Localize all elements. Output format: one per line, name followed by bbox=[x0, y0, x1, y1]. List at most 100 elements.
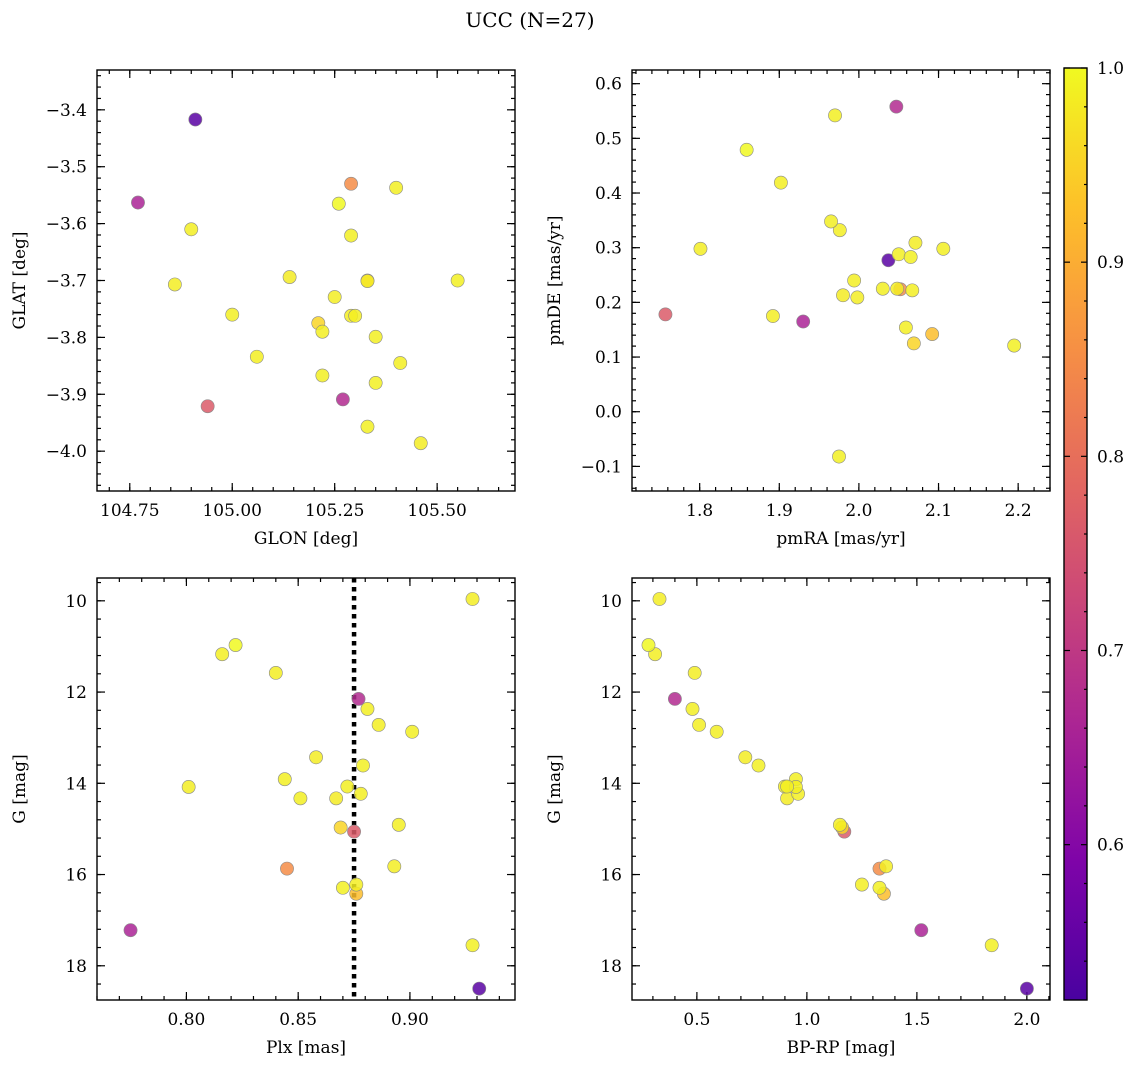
x-tick-label: 2.1 bbox=[925, 501, 952, 521]
x-tick-label: 0.5 bbox=[683, 1010, 710, 1030]
data-point bbox=[405, 724, 420, 739]
y-tick-label: 0.6 bbox=[595, 75, 622, 95]
x-tick-label: 105.50 bbox=[407, 501, 466, 521]
data-point bbox=[875, 281, 890, 296]
data-point bbox=[709, 724, 724, 739]
x-tick-label: 104.75 bbox=[100, 501, 159, 521]
data-point bbox=[329, 791, 344, 806]
data-point bbox=[925, 327, 940, 341]
data-point bbox=[215, 647, 230, 662]
panel-parallax-magnitude: 0.80 0.85 0.90 10 12 14 16 18 Plx [mas] G [mag] bbox=[10, 577, 516, 1058]
data-point bbox=[333, 820, 348, 835]
data-point bbox=[249, 349, 264, 364]
data-point bbox=[347, 824, 361, 839]
data-point bbox=[368, 376, 383, 390]
data-point bbox=[356, 758, 370, 773]
panel-proper-motion: 1.8 1.9 2.0 2.1 2.2 −0.1 0.0 0.1 0.2 0.3 0.4 0.5 0.6… bbox=[545, 69, 1051, 549]
data-point bbox=[693, 241, 708, 256]
data-point bbox=[891, 247, 906, 262]
data-point bbox=[181, 780, 196, 794]
data-point bbox=[936, 241, 951, 256]
x-tick-label: 1.5 bbox=[903, 1010, 930, 1030]
y-tick-label: 14 bbox=[65, 774, 87, 794]
x-tick-label: 0.80 bbox=[167, 1010, 205, 1030]
data-point bbox=[847, 273, 862, 288]
y-tick-label: 0.3 bbox=[595, 239, 622, 259]
data-point bbox=[282, 270, 297, 284]
x-axis-label: pmRA [mas/yr] bbox=[776, 529, 905, 549]
colorbar-tick-label: 1.0 bbox=[1097, 59, 1124, 79]
data-point bbox=[351, 691, 366, 706]
x-tick-label: 0.85 bbox=[279, 1010, 317, 1030]
data-point bbox=[184, 222, 199, 237]
data-point bbox=[393, 356, 408, 370]
data-point bbox=[315, 368, 330, 383]
data-point bbox=[465, 592, 480, 606]
y-tick-label: 16 bbox=[65, 866, 87, 886]
data-point bbox=[368, 329, 383, 344]
axes-frame bbox=[631, 69, 1051, 492]
data-point bbox=[167, 277, 182, 292]
data-point bbox=[796, 314, 811, 329]
data-point bbox=[353, 786, 368, 801]
y-tick-label: 10 bbox=[65, 592, 87, 612]
colorbar-gradient bbox=[1063, 67, 1088, 1001]
data-point bbox=[1007, 338, 1022, 353]
x-axis-label: GLON [deg] bbox=[254, 529, 358, 549]
data-point bbox=[898, 320, 913, 335]
panels: 104.75 105.00 105.25 105.50 −3.4 −3.5 −3.6 −3.7… bbox=[10, 69, 1051, 1058]
data-point bbox=[687, 665, 702, 680]
figure-title: UCC (N=27) bbox=[465, 8, 594, 32]
colorbar-tick-label: 0.8 bbox=[1097, 447, 1124, 467]
x-axis-label: Plx [mas] bbox=[266, 1038, 346, 1058]
y-tick-label: 0.1 bbox=[595, 348, 622, 368]
data-point bbox=[751, 758, 766, 773]
data-point bbox=[268, 665, 283, 680]
data-point bbox=[309, 750, 323, 765]
y-tick-label: 0.5 bbox=[595, 129, 622, 149]
data-point bbox=[1020, 981, 1034, 996]
colorbar-tick-label: 0.7 bbox=[1097, 642, 1124, 662]
y-axis-label: G [mag] bbox=[10, 754, 30, 823]
colorbar-tick-label: 0.9 bbox=[1097, 253, 1124, 273]
data-point bbox=[465, 938, 480, 953]
x-tick-label: 2.2 bbox=[1005, 501, 1032, 521]
data-point bbox=[903, 250, 918, 264]
data-point bbox=[780, 779, 794, 794]
y-tick-label: 0.2 bbox=[595, 293, 622, 313]
x-tick-label: 0.90 bbox=[391, 1010, 429, 1030]
x-tick-label: 2.0 bbox=[845, 501, 872, 521]
data-point bbox=[315, 324, 330, 339]
data-point bbox=[335, 392, 350, 407]
data-point bbox=[685, 702, 700, 716]
y-axis-label: G [mag] bbox=[545, 754, 565, 823]
data-point bbox=[228, 638, 243, 652]
data-point bbox=[344, 176, 358, 191]
y-tick-label: 18 bbox=[600, 957, 622, 977]
data-point bbox=[389, 180, 404, 195]
data-point bbox=[344, 228, 358, 243]
data-point bbox=[832, 449, 846, 464]
data-point bbox=[277, 772, 292, 787]
data-point bbox=[349, 877, 364, 892]
data-point bbox=[371, 718, 386, 732]
data-point bbox=[348, 308, 363, 323]
x-axis-label: BP-RP [mag] bbox=[787, 1038, 896, 1058]
data-point bbox=[658, 307, 673, 322]
data-point bbox=[889, 99, 904, 114]
data-point bbox=[131, 195, 145, 210]
y-tick-label: −3.7 bbox=[46, 272, 87, 292]
data-point bbox=[123, 923, 138, 938]
data-point bbox=[890, 281, 905, 296]
x-tick-label: 1.0 bbox=[793, 1010, 820, 1030]
y-tick-label: 16 bbox=[600, 866, 622, 886]
data-point bbox=[984, 938, 999, 953]
colorbar-tick-label: 0.6 bbox=[1097, 836, 1124, 856]
data-point bbox=[738, 750, 753, 765]
data-point bbox=[360, 419, 375, 434]
panel-color-magnitude: 0.5 1.0 1.5 2.0 10 12 14 16 18 BP-RP [mag] G [mag] bbox=[545, 577, 1051, 1058]
x-tick-label: 105.25 bbox=[305, 501, 364, 521]
data-point bbox=[340, 779, 355, 794]
data-point bbox=[225, 307, 240, 322]
